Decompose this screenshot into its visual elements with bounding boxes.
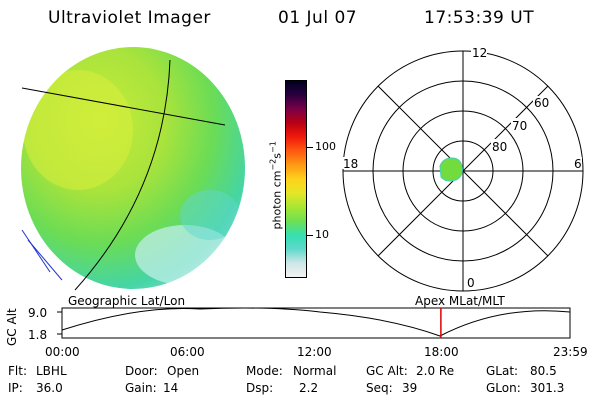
polar-label-bg-bottom [466, 276, 476, 288]
glon-label: GLon: [486, 381, 521, 395]
timeline-x-label-2359: 23:59 [553, 345, 588, 359]
mode-value: Normal [293, 364, 337, 378]
mlat-label-80: 80 [492, 140, 507, 154]
gain-label: Gain: [125, 381, 157, 395]
mlt-label-18: 18 [343, 157, 358, 171]
mlt-label-12: 12 [472, 46, 487, 60]
polar-label-bg-80 [491, 139, 509, 152]
mlat-label-70: 70 [512, 119, 527, 133]
timeline-x-label-1200: 12:00 [297, 345, 332, 359]
polar-label-bg-70 [511, 118, 529, 131]
colorbar-gradient [286, 81, 306, 277]
polar-coord-label: Apex MLat/MLT [415, 294, 505, 308]
glon-value: 301.3 [530, 381, 565, 395]
dsp-value: 2.2 [299, 381, 319, 395]
timeline-x-label-1800: 18:00 [424, 345, 459, 359]
mlt-label-6: 6 [574, 157, 582, 171]
projection-label: Geographic Lat/Lon [68, 294, 186, 308]
seq-label: Seq: [366, 381, 393, 395]
glat-label: GLat: [486, 364, 519, 378]
timeline-y-label-top: 9.0 [28, 306, 47, 320]
uv-image-panel [21, 47, 245, 291]
dsp-label: Dsp: [246, 381, 274, 395]
ip-value: 36.0 [36, 381, 63, 395]
door-label: Door: [125, 364, 158, 378]
timeline-x-label-0600: 06:00 [170, 345, 205, 359]
seq-value: 39 [402, 381, 418, 395]
coastline-2 [27, 239, 63, 281]
date-label: 01 Jul 07 [278, 8, 358, 28]
flt-value: LBHL [36, 364, 67, 378]
coastline-1 [21, 229, 51, 273]
timeline-frame [61, 307, 571, 339]
colorbar [285, 80, 307, 278]
colorbar-unit: photon cm−2s−1 [268, 141, 284, 230]
instrument-title: Ultraviolet Imager [48, 8, 211, 28]
gcalt-label: GC Alt: [366, 364, 408, 378]
grid-line-lat [21, 87, 226, 126]
timeline-y-label-bottom: 1.8 [28, 328, 47, 342]
colorbar-label-100: 100 [315, 140, 336, 153]
colorbar-label-10: 10 [315, 228, 329, 241]
colorbar-tick-100 [307, 147, 313, 148]
colorbar-tick-10 [307, 235, 313, 236]
polar-footprint [439, 157, 463, 182]
polar-label-bg-top [471, 46, 487, 58]
glat-value: 80.5 [530, 364, 557, 378]
altitude-timeline: 9.0 1.8 GC Alt 00:00 06:00 12:00 18:00 2… [5, 306, 588, 359]
gain-value: 14 [163, 381, 179, 395]
polar-axis-diag-2 [377, 85, 549, 257]
polar-label-bg-60 [533, 96, 551, 109]
flt-label: Flt: [8, 364, 27, 378]
polar-label-bg-right [572, 157, 582, 169]
mode-label: Mode: [246, 364, 283, 378]
bright-patch [23, 70, 133, 190]
timeline-axis-title: GC Alt [5, 308, 19, 346]
dim-patch-2 [180, 190, 240, 240]
mlt-label-0: 0 [467, 276, 475, 290]
altitude-curve [61, 307, 571, 337]
mlat-label-60: 60 [534, 96, 549, 110]
polar-label-bg-left [342, 157, 360, 169]
gcalt-value: 2.0 Re [416, 364, 455, 378]
grid-line-lon [74, 59, 171, 291]
door-value: Open [167, 364, 200, 378]
timeline-x-label-0000: 00:00 [45, 345, 80, 359]
ip-label: IP: [8, 381, 23, 395]
polar-plot: 12 18 6 0 60 70 80 [342, 46, 584, 292]
time-label: 17:53:39 UT [424, 8, 535, 28]
